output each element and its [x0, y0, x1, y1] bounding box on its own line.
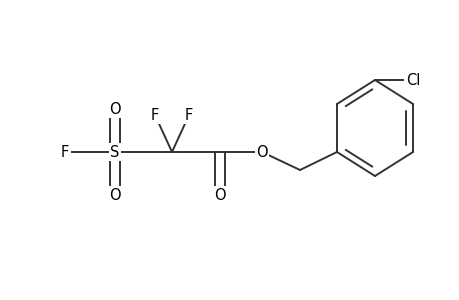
Text: O: O: [256, 145, 267, 160]
Text: F: F: [61, 145, 69, 160]
Text: O: O: [109, 188, 121, 202]
Text: O: O: [109, 101, 121, 116]
Text: F: F: [185, 107, 193, 122]
Text: Cl: Cl: [405, 73, 419, 88]
Text: O: O: [214, 188, 225, 202]
Text: S: S: [110, 145, 119, 160]
Text: F: F: [151, 107, 159, 122]
